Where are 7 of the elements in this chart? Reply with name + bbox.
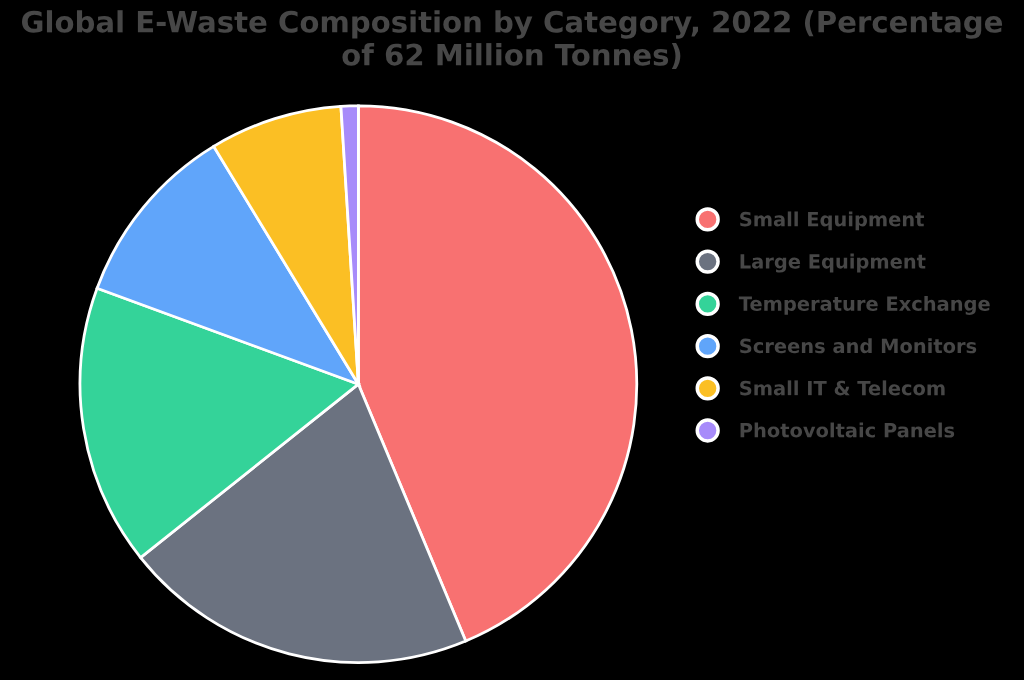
legend-label: Temperature Exchange	[738, 295, 990, 315]
legend-label: Photovoltaic Panels	[740, 422, 955, 438]
chart-title: Global E-Waste Composition by Category, 2022 (Percentage of 62 Million Tonnes)	[22, 10, 1003, 70]
legend-label: Small IT & Telecom	[740, 380, 945, 396]
legend-label: Small Equipment	[740, 211, 925, 231]
legend-label: Screens and Monitors	[740, 338, 977, 354]
legend-label: Large Equipment	[740, 253, 926, 273]
